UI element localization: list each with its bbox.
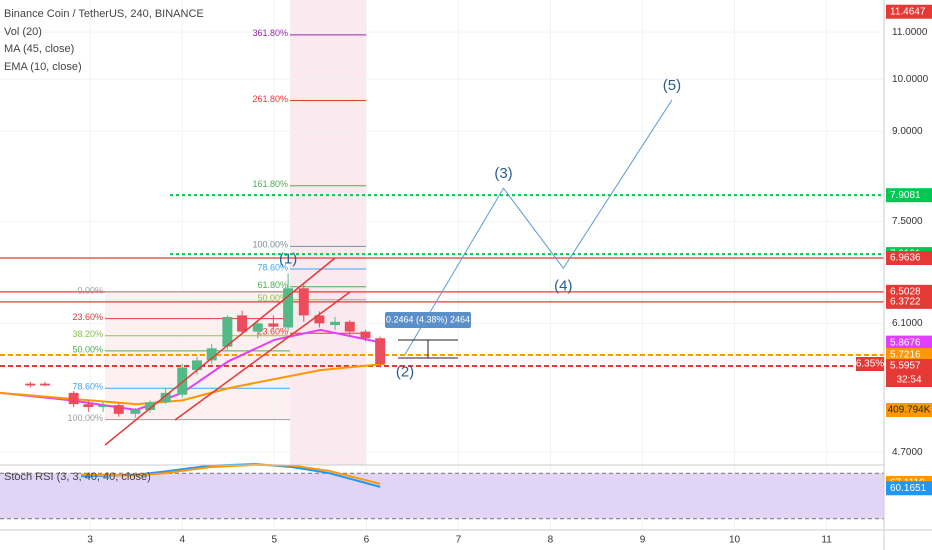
candle-body [191, 360, 202, 371]
price-tag [886, 348, 932, 363]
y-tick-label: 7.5000 [892, 216, 923, 227]
chart-title: Binance Coin / TetherUS, 240, BINANCE [4, 8, 204, 20]
candle-body [68, 392, 79, 405]
price-tag-text: 5.5957 [890, 361, 921, 372]
candle-body [98, 405, 109, 408]
fib-label: 100.00% [252, 240, 288, 250]
channel-line [104, 257, 336, 446]
channel-line [174, 291, 351, 421]
y-tick-label: 11.0000 [892, 27, 928, 38]
fib-label: 0.00% [77, 285, 103, 295]
candle-body [330, 321, 341, 326]
candle-body [206, 348, 217, 361]
candle-body [145, 402, 156, 410]
candle-body [25, 383, 36, 386]
candle-body [268, 323, 279, 327]
countdown-text: 32:54 [896, 375, 921, 386]
candle-body [222, 316, 233, 347]
x-tick-label: 7 [456, 535, 462, 546]
wave-label: (5) [663, 77, 681, 94]
change-tag [856, 357, 884, 371]
wave-label: (1) [279, 250, 297, 267]
volume-tag-text: 409.794K [888, 405, 931, 416]
x-tick-label: 10 [729, 535, 741, 546]
x-tick-label: 11 [821, 535, 832, 546]
fib-label: 23.60% [72, 312, 103, 322]
price-tag [886, 335, 932, 350]
indicator-label: Vol (20) [4, 26, 42, 38]
price-tag [886, 4, 932, 19]
price-tag [886, 251, 932, 266]
price-tag-text: 11.4647 [890, 6, 926, 17]
countdown-tag [886, 373, 932, 387]
candle-body [375, 338, 386, 364]
candle-body [130, 409, 141, 414]
y-tick-label: 10.0000 [892, 74, 929, 85]
wave-label: (2) [396, 363, 414, 380]
x-tick-label: 9 [640, 535, 646, 546]
change-tag-text: 6.35% [856, 359, 884, 370]
fib-label: 100.00% [67, 413, 103, 423]
stoch-tag [886, 481, 932, 496]
candle-body [160, 392, 171, 403]
fib-label: 23.60% [257, 327, 288, 337]
x-tick-label: 8 [548, 535, 554, 546]
price-tag-text: 6.9636 [890, 253, 921, 264]
y-tick-label: 6.1000 [892, 318, 923, 329]
candle-body [314, 315, 325, 324]
x-tick-label: 4 [179, 535, 185, 546]
candle-body [360, 331, 371, 339]
candle-body [237, 315, 248, 332]
price-tag-text: 5.7216 [890, 350, 921, 361]
candle-body [344, 321, 355, 332]
candle-body [177, 367, 188, 395]
fib-label: 61.80% [257, 280, 288, 290]
stoch-tag-text: 60.1651 [890, 483, 927, 494]
y-tick-label: 9.0000 [892, 126, 923, 137]
indicator-line [0, 362, 385, 406]
fib-label: 261.80% [252, 94, 288, 104]
stoch-line [80, 463, 381, 485]
fib-label: 361.80% [252, 28, 288, 38]
price-tag [886, 188, 932, 203]
price-tag-text: 6.3722 [890, 297, 921, 308]
candle-body [298, 288, 309, 316]
fib-label: 78.60% [257, 262, 288, 272]
indicator-label: MA (45, close) [4, 43, 74, 55]
price-tag-text: 5.8676 [890, 337, 921, 348]
candle-body [252, 323, 263, 332]
y-tick-label: 4.7000 [892, 447, 923, 458]
time-zone [290, 0, 366, 465]
volume-tag [886, 403, 932, 417]
indicator-line [0, 328, 385, 411]
wave-label: (3) [494, 165, 512, 182]
wave-label: (4) [554, 277, 572, 294]
measure-text: 0.2464 (4.38%) 2464 [386, 314, 470, 324]
fib-label: 50.00% [257, 293, 288, 303]
price-tag [886, 359, 932, 374]
candle-body [113, 405, 124, 414]
price-tag [886, 294, 932, 309]
price-tag-text: 6.5028 [890, 286, 921, 297]
measure-box [385, 312, 471, 328]
fib-label: 161.80% [252, 179, 288, 189]
fib-label: 78.60% [72, 382, 103, 392]
indicator-label: EMA (10, close) [4, 61, 82, 73]
price-tag-text: 7.9081 [890, 190, 921, 201]
fib-label: 38.20% [72, 329, 103, 339]
x-tick-label: 6 [364, 535, 370, 546]
stoch-band [0, 473, 884, 519]
projection-line [404, 99, 673, 355]
fib-label: 50.00% [72, 344, 103, 354]
x-tick-label: 5 [272, 535, 278, 546]
candle-body [83, 404, 94, 408]
candle-body [40, 383, 51, 386]
x-tick-label: 3 [87, 535, 93, 546]
stoch-title: Stoch RSI (3, 3, 40, 40, close) [4, 471, 151, 483]
candle-body [283, 288, 294, 328]
